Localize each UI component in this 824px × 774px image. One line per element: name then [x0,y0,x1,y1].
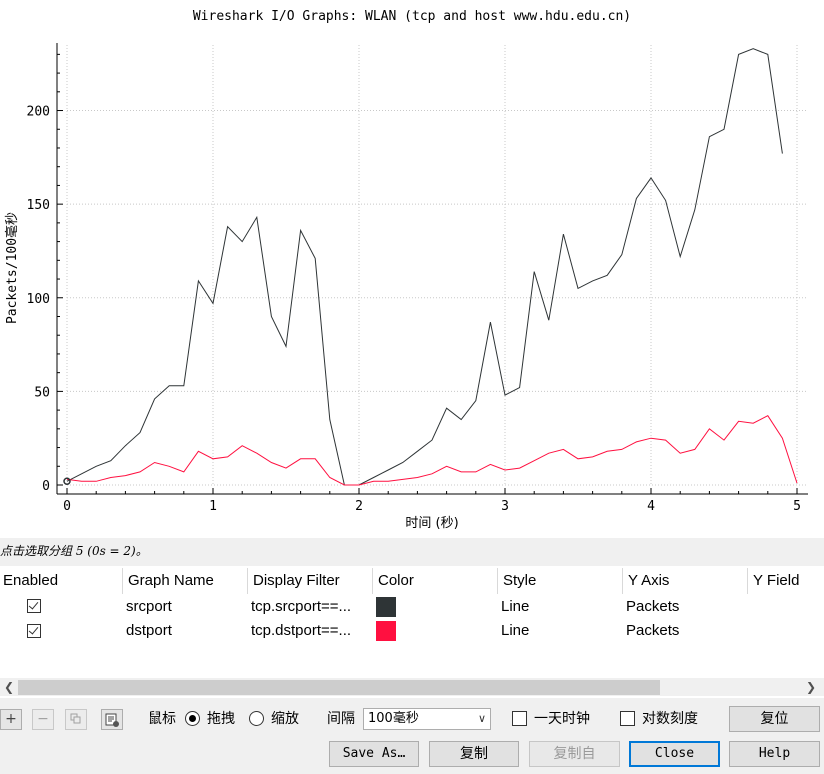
y-tick-label: 100 [27,292,50,307]
selected-packet-marker [63,477,71,486]
y-tick-label: 200 [27,105,50,120]
zoom-radio[interactable] [249,711,264,726]
add-graph-button[interactable]: + [0,709,22,730]
copy-button[interactable]: 复制 [429,741,519,767]
plus-icon: + [5,711,17,727]
horizontal-scrollbar[interactable]: ❮ ❯ [0,678,824,696]
x-tick-label: 5 [793,499,801,514]
y-axis-cell[interactable]: Packets [626,598,680,615]
interval-value: 100毫秒 [368,711,419,726]
copy-icon [70,713,81,724]
close-button[interactable]: Close [629,741,720,767]
column-header-enabled[interactable]: Enabled [3,572,59,589]
column-header-style[interactable]: Style [503,572,537,589]
reset-button[interactable]: 复位 [729,706,820,732]
column-header-color[interactable]: Color [378,572,414,589]
io-graph-chart[interactable]: Wireshark I/O Graphs: WLAN (tcp and host… [0,0,824,538]
drag-radio[interactable] [185,711,200,726]
color-swatch[interactable] [376,597,396,617]
column-header-y-axis[interactable]: Y Axis [628,572,670,589]
help-button[interactable]: Help [729,741,820,767]
enabled-checkbox[interactable] [27,599,41,613]
time-of-day-checkbox[interactable] [512,711,527,726]
y-tick-label: 150 [27,198,50,213]
status-text: 点击选取分组 5 (0s = 2)。 [0,544,148,558]
x-axis-label: 时间 (秒) [405,516,458,531]
minus-icon: − [37,711,49,727]
style-cell[interactable]: Line [501,622,530,639]
y-axis-cell[interactable]: Packets [626,622,680,639]
copy-graph-button[interactable] [65,709,87,730]
column-header-y-field[interactable]: Y Field [753,572,800,589]
time-of-day-label[interactable]: 一天时钟 [534,711,590,727]
log-scale-checkbox[interactable] [620,711,635,726]
enabled-checkbox[interactable] [27,624,41,638]
x-tick-label: 4 [647,499,655,514]
column-header-display-filter[interactable]: Display Filter [253,572,340,589]
graph-name-cell[interactable]: dstport [126,622,172,639]
interval-select[interactable]: 100毫秒 ∨ [363,708,491,730]
x-tick-label: 0 [63,499,71,514]
x-tick-label: 3 [501,499,509,514]
chevron-down-icon: ∨ [477,712,486,725]
drag-label[interactable]: 拖拽 [207,711,235,727]
mouse-label: 鼠标 [148,711,176,727]
clear-icon [105,713,119,727]
display-filter-cell[interactable]: tcp.srcport==... [251,598,352,615]
style-cell[interactable]: Line [501,598,530,615]
chart-title: Wireshark I/O Graphs: WLAN (tcp and host… [193,9,631,24]
log-scale-label[interactable]: 对数刻度 [642,711,698,727]
display-filter-cell[interactable]: tcp.dstport==... [251,622,352,639]
graph-name-cell[interactable]: srcport [126,598,172,615]
clear-graphs-button[interactable] [101,709,123,730]
y-tick-label: 0 [42,479,50,494]
zoom-label[interactable]: 缩放 [271,711,299,727]
scrollbar-thumb[interactable] [18,680,660,695]
scroll-right-icon[interactable]: ❯ [805,680,817,694]
scroll-left-icon[interactable]: ❮ [3,680,15,694]
color-swatch[interactable] [376,621,396,641]
column-header-graph-name[interactable]: Graph Name [128,572,214,589]
series-line-srcport [66,48,783,486]
copy-from-button[interactable]: 复制自 [529,741,620,767]
io-graph-plot[interactable]: Wireshark I/O Graphs: WLAN (tcp and host… [0,0,824,538]
remove-graph-button[interactable]: − [32,709,54,730]
save-as-button[interactable]: Save As… [329,741,419,767]
y-axis-label: Packets/100毫秒 [4,212,20,324]
interval-label: 间隔 [327,711,355,727]
x-tick-label: 1 [209,499,217,514]
graph-table[interactable]: Enabled Graph Name Display Filter Color … [0,566,824,698]
y-tick-label: 50 [34,385,50,400]
series-line-dstport [66,415,798,486]
x-tick-label: 2 [355,499,363,514]
